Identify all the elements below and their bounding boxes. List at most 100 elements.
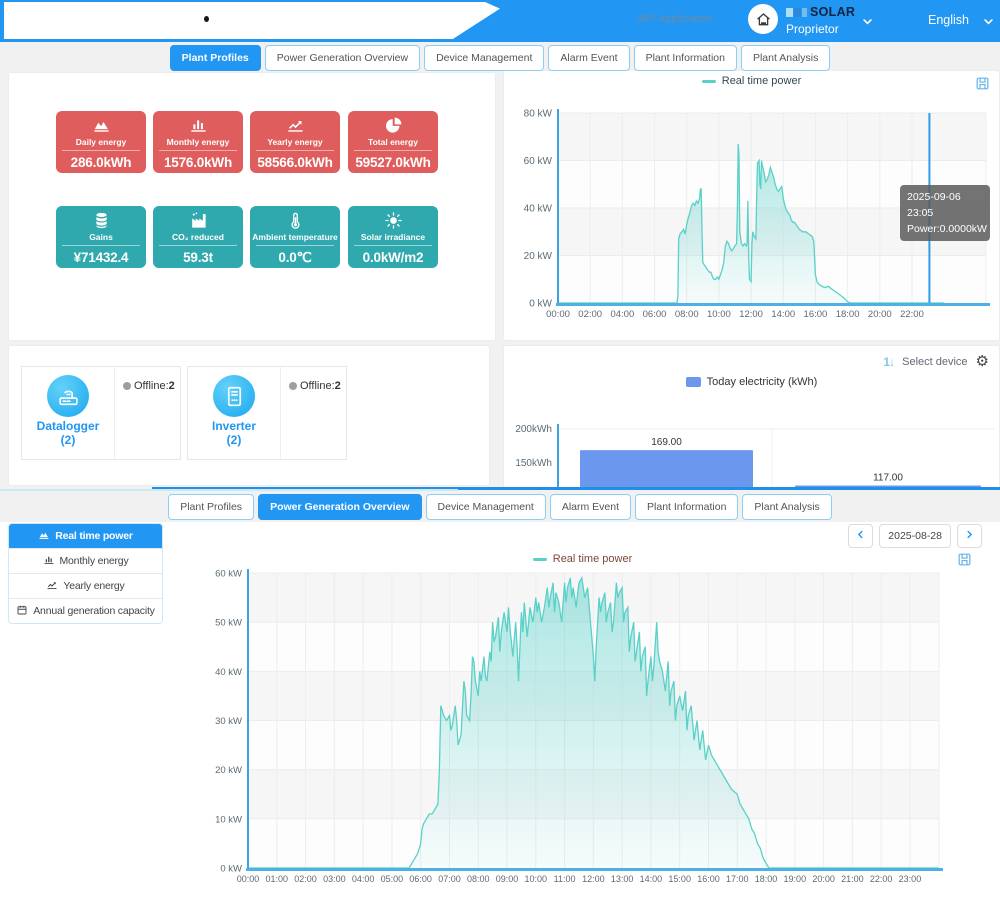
stat-card-total-energy: Total energy 59527.0kWh bbox=[348, 111, 438, 173]
sidebar-item-annual-generation-capacity[interactable]: Annual generation capacity bbox=[9, 599, 162, 623]
stat-label: CO₂ reduced bbox=[172, 232, 224, 242]
stat-label: Solar irradiance bbox=[360, 232, 426, 242]
tab-plant-profiles[interactable]: Plant Profiles bbox=[169, 45, 261, 71]
stat-value: 286.0kWh bbox=[62, 150, 140, 170]
sidebar-item-yearly-energy[interactable]: Yearly energy bbox=[9, 574, 162, 599]
realtime-chart-bottom[interactable]: 00:00 01:00 02:00 03:00 04:00 05:00 06:00 07:00… bbox=[165, 550, 1000, 898]
account-info[interactable]: SOLAR Proprietor bbox=[786, 5, 855, 37]
svg-text:18:00: 18:00 bbox=[836, 309, 860, 320]
devices-panel: Datalogger (2) Offline:2 Inverter (2) Offline… bbox=[8, 345, 490, 486]
svg-text:80 kW: 80 kW bbox=[524, 109, 553, 120]
legend-realtime-top[interactable]: Real time power bbox=[504, 75, 999, 87]
svg-text:21:00: 21:00 bbox=[841, 874, 864, 884]
svg-text:08:00: 08:00 bbox=[467, 874, 490, 884]
stat-label: Ambient temperature bbox=[252, 232, 338, 242]
svg-text:20 kW: 20 kW bbox=[524, 251, 553, 262]
tab-device-management[interactable]: Device Management bbox=[424, 45, 545, 71]
svg-text:13:00: 13:00 bbox=[611, 874, 634, 884]
svg-text:20:00: 20:00 bbox=[868, 309, 892, 320]
language-selector[interactable]: English bbox=[928, 13, 969, 27]
temperature-icon bbox=[250, 211, 340, 233]
next-date-button[interactable] bbox=[957, 524, 982, 548]
legend-label: Real time power bbox=[552, 553, 633, 565]
svg-text:20:00: 20:00 bbox=[812, 874, 835, 884]
legend-line-icon bbox=[532, 557, 547, 561]
svg-text:06:00: 06:00 bbox=[643, 309, 667, 320]
tooltip-time: 2025-09-06 23:05 bbox=[907, 191, 961, 219]
stat-value: 59527.0kWh bbox=[354, 150, 432, 170]
api-application-link[interactable]: API Application bbox=[638, 13, 712, 25]
svg-text:04:00: 04:00 bbox=[352, 874, 375, 884]
offline-dot-icon bbox=[289, 382, 297, 390]
stat-card-monthly-energy: Monthly energy 1576.0kWh bbox=[153, 111, 243, 173]
legend-label: Today electricity (kWh) bbox=[706, 376, 818, 388]
inverter-icon bbox=[213, 375, 255, 417]
gear-icon[interactable]: ⚙ bbox=[975, 353, 989, 370]
svg-text:40 kW: 40 kW bbox=[524, 204, 553, 215]
stat-label: Monthly energy bbox=[166, 137, 230, 147]
svg-text:200kWh: 200kWh bbox=[515, 424, 552, 435]
avatar[interactable] bbox=[748, 4, 778, 34]
device-name[interactable]: Datalogger (2) bbox=[36, 419, 100, 447]
svg-text:60 kW: 60 kW bbox=[215, 568, 242, 579]
save-chart-icon[interactable] bbox=[974, 75, 991, 92]
svg-text:05:00: 05:00 bbox=[381, 874, 404, 884]
section-divider-light bbox=[0, 489, 458, 491]
legend-today-electricity[interactable]: Today electricity (kWh) bbox=[504, 376, 999, 388]
svg-text:04:00: 04:00 bbox=[610, 309, 634, 320]
account-chevron-down-icon[interactable] bbox=[860, 14, 875, 29]
legend-label: Real time power bbox=[721, 75, 802, 87]
sidebar-item-real-time-power[interactable]: Real time power bbox=[9, 524, 162, 549]
svg-text:02:00: 02:00 bbox=[578, 309, 602, 320]
save-chart-icon[interactable] bbox=[956, 551, 973, 568]
daily-energy-icon bbox=[56, 116, 146, 138]
tab-plant-profiles[interactable]: Plant Profiles bbox=[168, 494, 255, 520]
tab-power-generation-overview[interactable]: Power Generation Overview bbox=[258, 494, 422, 520]
svg-text:16:00: 16:00 bbox=[697, 874, 720, 884]
today-electricity-chart[interactable]: 200kWh 150kWh 169.00 117.00 bbox=[504, 346, 999, 490]
stat-card-solar-irradiance: Solar irradiance 0.0kW/m2 bbox=[348, 206, 438, 268]
tab-plant-analysis[interactable]: Plant Analysis bbox=[742, 494, 832, 520]
chart-tooltip: 2025-09-06 23:05 Power:0.0000kW bbox=[900, 185, 990, 241]
offline-dot-icon bbox=[123, 382, 131, 390]
yearly-icon bbox=[46, 579, 58, 594]
svg-text:0 kW: 0 kW bbox=[220, 864, 242, 875]
svg-text:18:00: 18:00 bbox=[755, 874, 778, 884]
datalogger-icon bbox=[47, 375, 89, 417]
stat-card-daily-energy: Daily energy 286.0kWh bbox=[56, 111, 146, 173]
realtime-power-panel: Real time power 2025-09-06 23:05 Power:0… bbox=[503, 70, 1000, 341]
select-device-row: 1↓ Select device ⚙ bbox=[883, 354, 989, 369]
svg-text:16:00: 16:00 bbox=[804, 309, 828, 320]
tab-alarm-event[interactable]: Alarm Event bbox=[548, 45, 630, 71]
stat-value: 0.0℃ bbox=[256, 245, 334, 266]
tab-alarm-event[interactable]: Alarm Event bbox=[549, 494, 632, 520]
svg-text:20 kW: 20 kW bbox=[215, 765, 242, 776]
tab-plant-information[interactable]: Plant Information bbox=[633, 45, 737, 71]
select-device-label[interactable]: Select device bbox=[902, 355, 968, 368]
tab-plant-analysis[interactable]: Plant Analysis bbox=[740, 45, 831, 71]
realtime-chart-top[interactable]: 00:00 02:00 04:00 06:00 08:00 10:00 12:00 14:00… bbox=[504, 71, 999, 340]
svg-text:150kWh: 150kWh bbox=[515, 458, 552, 469]
tab-plant-information[interactable]: Plant Information bbox=[635, 494, 739, 520]
svg-text:60 kW: 60 kW bbox=[524, 156, 553, 167]
tab-power-generation-overview[interactable]: Power Generation Overview bbox=[264, 45, 421, 71]
stat-value: 58566.0kWh bbox=[256, 150, 334, 170]
chevron-right-icon bbox=[963, 528, 976, 544]
stat-value: 1576.0kWh bbox=[159, 150, 237, 170]
svg-text:22:00: 22:00 bbox=[900, 309, 924, 320]
legend-line-icon bbox=[701, 79, 716, 83]
sort-icon[interactable]: 1↓ bbox=[883, 354, 895, 369]
svg-text:19:00: 19:00 bbox=[784, 874, 807, 884]
language-chevron-down-icon[interactable] bbox=[981, 14, 996, 29]
stat-label: Daily energy bbox=[75, 137, 127, 147]
today-electricity-panel: 1↓ Select device ⚙ Today electricity (kW… bbox=[503, 345, 1000, 490]
device-name[interactable]: Inverter (2) bbox=[211, 419, 257, 447]
tab-device-management[interactable]: Device Management bbox=[425, 494, 546, 520]
legend-realtime-bottom[interactable]: Real time power bbox=[165, 553, 1000, 565]
annual-icon bbox=[16, 604, 28, 619]
monthly-icon bbox=[43, 554, 55, 569]
prev-date-button[interactable] bbox=[848, 524, 874, 548]
sidebar-item-monthly-energy[interactable]: Monthly energy bbox=[9, 549, 162, 574]
date-value[interactable]: 2025-08-28 bbox=[879, 524, 951, 548]
